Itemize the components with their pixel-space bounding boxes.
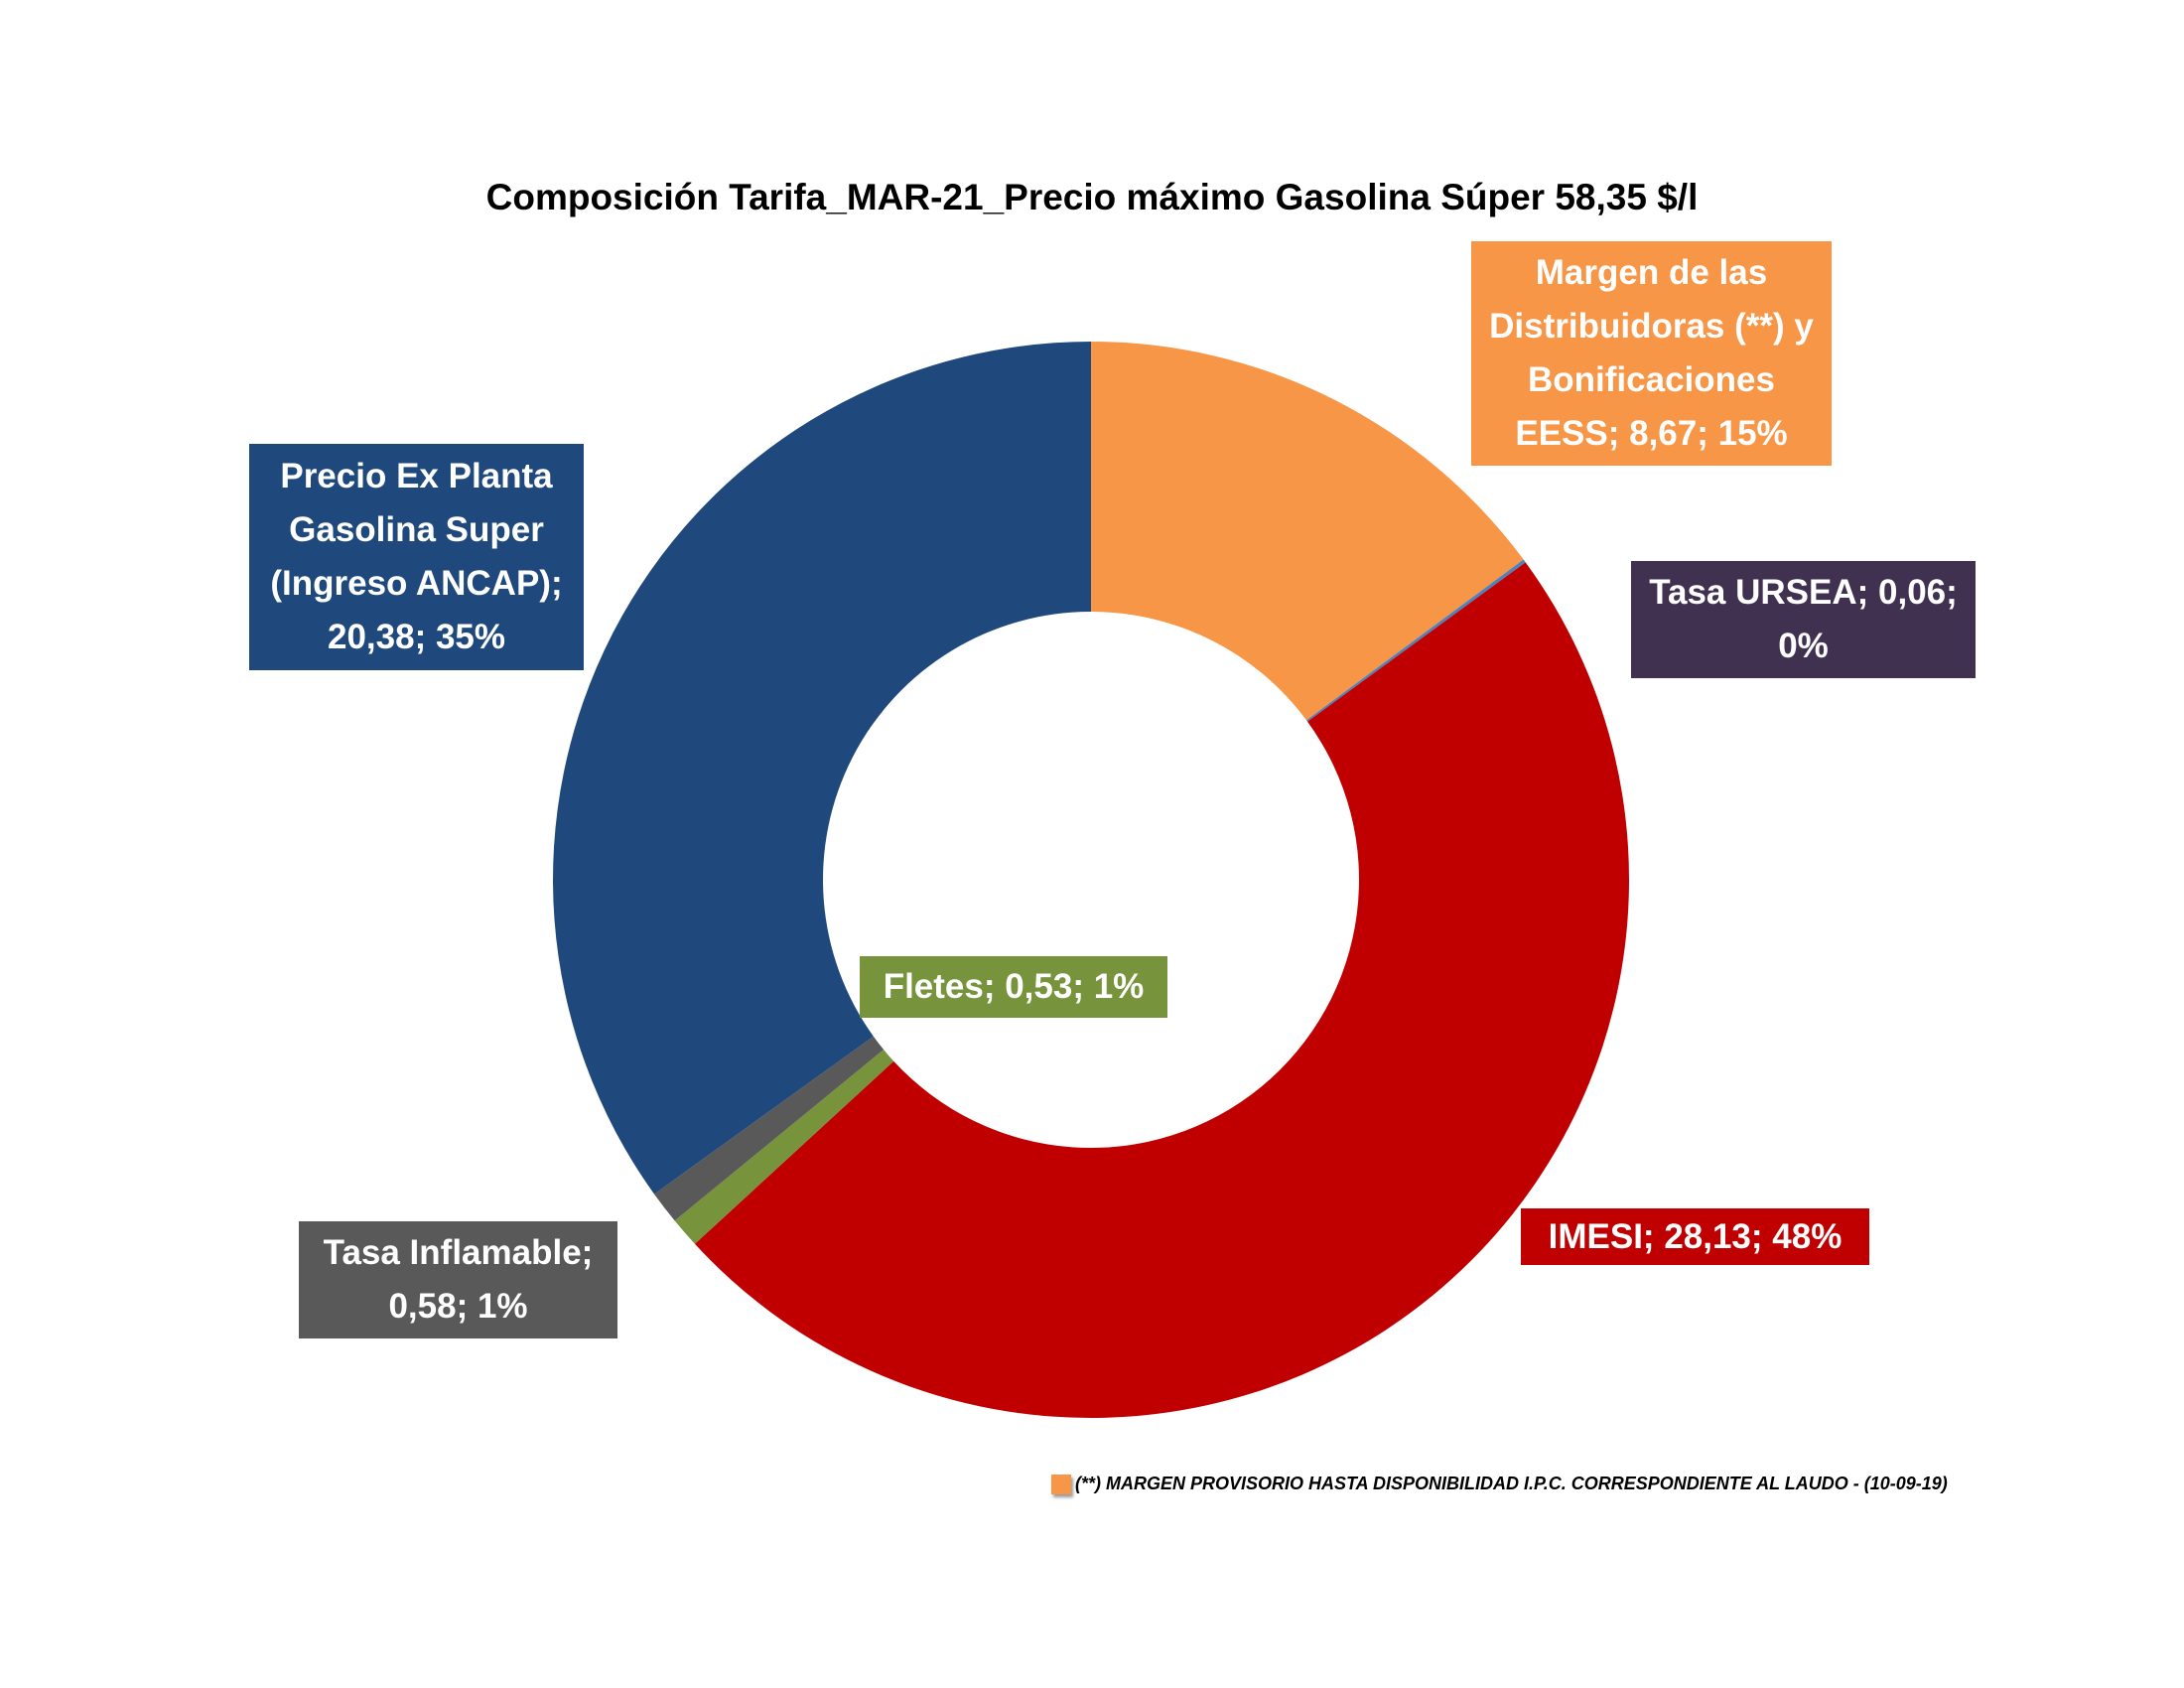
donut-slice-2 (694, 562, 1629, 1418)
data-label-tasa-ursea: Tasa URSEA; 0,06; 0% (1631, 561, 1976, 678)
donut-slice-4 (654, 1036, 885, 1221)
donut-slice-0 (1091, 342, 1524, 721)
footnote-text: (**) MARGEN PROVISORIO HASTA DISPONIBILI… (1075, 1474, 1948, 1493)
data-label-precio-ex-planta: Precio Ex Planta Gasolina Super (Ingreso… (249, 444, 584, 670)
footnote: (**) MARGEN PROVISORIO HASTA DISPONIBILI… (1051, 1474, 1948, 1494)
chart-title: Composición Tarifa_MAR-21_Precio máximo … (485, 177, 1699, 217)
data-label-tasa-inflamable: Tasa Inflamable; 0,58; 1% (299, 1221, 617, 1338)
data-label-fletes: Fletes; 0,53; 1% (860, 956, 1167, 1018)
donut-slice-1 (1306, 559, 1526, 722)
data-label-margen: Margen de las Distribuidoras (**) y Boni… (1471, 241, 1832, 466)
data-label-imesi: IMESI; 28,13; 48% (1521, 1208, 1869, 1265)
footnote-swatch (1051, 1474, 1071, 1494)
donut-slice-5 (553, 342, 1091, 1195)
donut-slice-3 (674, 1050, 894, 1244)
